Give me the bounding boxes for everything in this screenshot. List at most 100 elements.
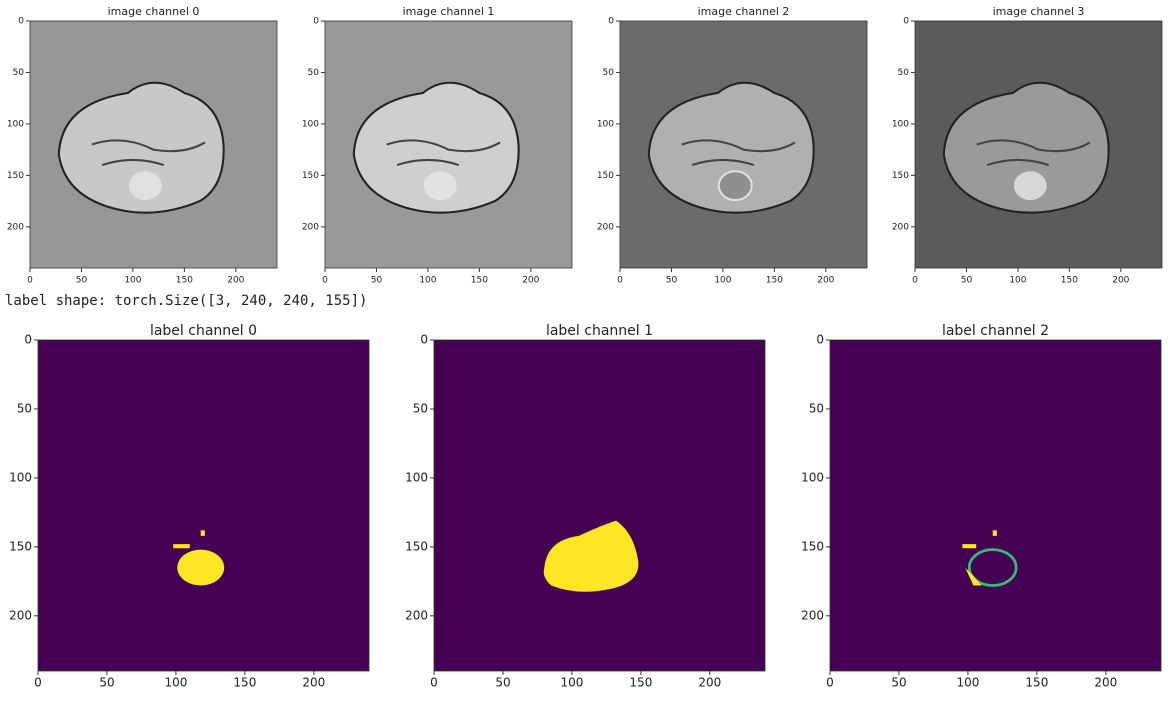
panel-title: image channel 2 [698,5,790,18]
y-tick-label: 200 [597,222,614,232]
y-tick-label: 150 [9,539,32,553]
x-tick-label: 150 [1061,276,1078,286]
x-tick-label: 200 [1112,276,1129,286]
y-tick-label: 0 [608,17,614,27]
label-region [992,530,997,536]
axes-frame [29,20,278,269]
y-tick-label: 150 [597,171,614,181]
image [620,21,867,268]
brain [57,81,225,214]
x-tick-label: 50 [891,676,906,690]
label-region [177,549,225,586]
brain-detail [386,139,501,167]
y-tick-label: 200 [302,222,319,232]
x-tick-label: 50 [666,276,678,286]
x-tick-label: 200 [817,276,834,286]
label-region [965,567,982,586]
x-tick-label: 50 [961,276,973,286]
x-tick-label: 200 [227,276,244,286]
image [30,21,277,268]
y-tick-label: 100 [892,119,909,129]
x-tick-label: 100 [419,276,436,286]
x-tick-label: 100 [956,676,979,690]
y-tick-label: 200 [9,608,32,622]
y-tick-label: 200 [892,222,909,232]
lesion [423,171,457,201]
y-tick-label: 150 [7,171,24,181]
background [434,340,765,671]
x-tick-label: 150 [471,276,488,286]
image [915,21,1162,268]
y-tick-label: 0 [24,333,32,347]
x-tick-label: 50 [76,276,88,286]
y-tick-label: 150 [302,171,319,181]
x-tick-label: 50 [371,276,383,286]
label-region [200,530,205,536]
y-tick-label: 150 [801,539,824,553]
panel-title: label channel 0 [150,323,257,339]
axes-frame [37,339,370,672]
x-tick-label: 100 [1009,276,1026,286]
panel-title: image channel 0 [108,5,200,18]
brain-detail [976,139,1091,167]
lesion [1013,171,1047,201]
axes-frame [433,339,766,672]
y-tick-label: 100 [9,470,32,484]
axes-frame [619,20,868,269]
y-tick-label: 0 [313,17,319,27]
axes-frame [829,339,1162,672]
brain-detail [91,139,206,167]
background [830,340,1161,671]
image [434,340,765,671]
lesion [717,170,753,202]
x-tick-label: 150 [233,676,256,690]
x-tick-label: 0 [322,276,328,286]
x-tick-label: 200 [522,276,539,286]
label-region [543,520,639,592]
image [830,340,1161,671]
label-region [962,544,977,549]
y-tick-label: 200 [405,608,428,622]
y-tick-label: 100 [597,119,614,129]
x-tick-label: 100 [164,676,187,690]
x-tick-label: 100 [714,276,731,286]
image [38,340,369,671]
x-tick-label: 150 [1025,676,1048,690]
brain-detail [681,139,796,167]
y-tick-label: 100 [801,470,824,484]
y-tick-label: 0 [816,333,824,347]
y-tick-label: 50 [13,68,25,78]
axes-frame [324,20,573,269]
x-tick-label: 150 [766,276,783,286]
x-tick-label: 0 [34,676,42,690]
x-tick-label: 50 [495,676,510,690]
x-tick-label: 150 [629,676,652,690]
brain [352,81,520,214]
panel-title: label channel 2 [942,323,1049,339]
y-tick-label: 0 [903,17,909,27]
y-tick-label: 50 [603,68,615,78]
brain [647,81,815,214]
y-tick-label: 50 [898,68,910,78]
y-tick-label: 50 [308,68,320,78]
x-tick-label: 0 [430,676,438,690]
x-tick-label: 50 [99,676,114,690]
x-tick-label: 0 [27,276,33,286]
background [38,340,369,671]
x-tick-label: 100 [560,676,583,690]
x-tick-label: 200 [302,676,325,690]
panel-title: image channel 3 [993,5,1085,18]
y-tick-label: 100 [405,470,428,484]
y-tick-label: 0 [18,17,24,27]
label-region [967,548,1018,587]
y-tick-label: 200 [801,608,824,622]
x-tick-label: 150 [176,276,193,286]
axes-frame [914,20,1163,269]
y-tick-label: 50 [413,401,428,415]
x-tick-label: 0 [826,676,834,690]
y-tick-label: 50 [809,401,824,415]
x-tick-label: 200 [698,676,721,690]
y-tick-label: 50 [17,401,32,415]
panel-title: image channel 1 [403,5,495,18]
